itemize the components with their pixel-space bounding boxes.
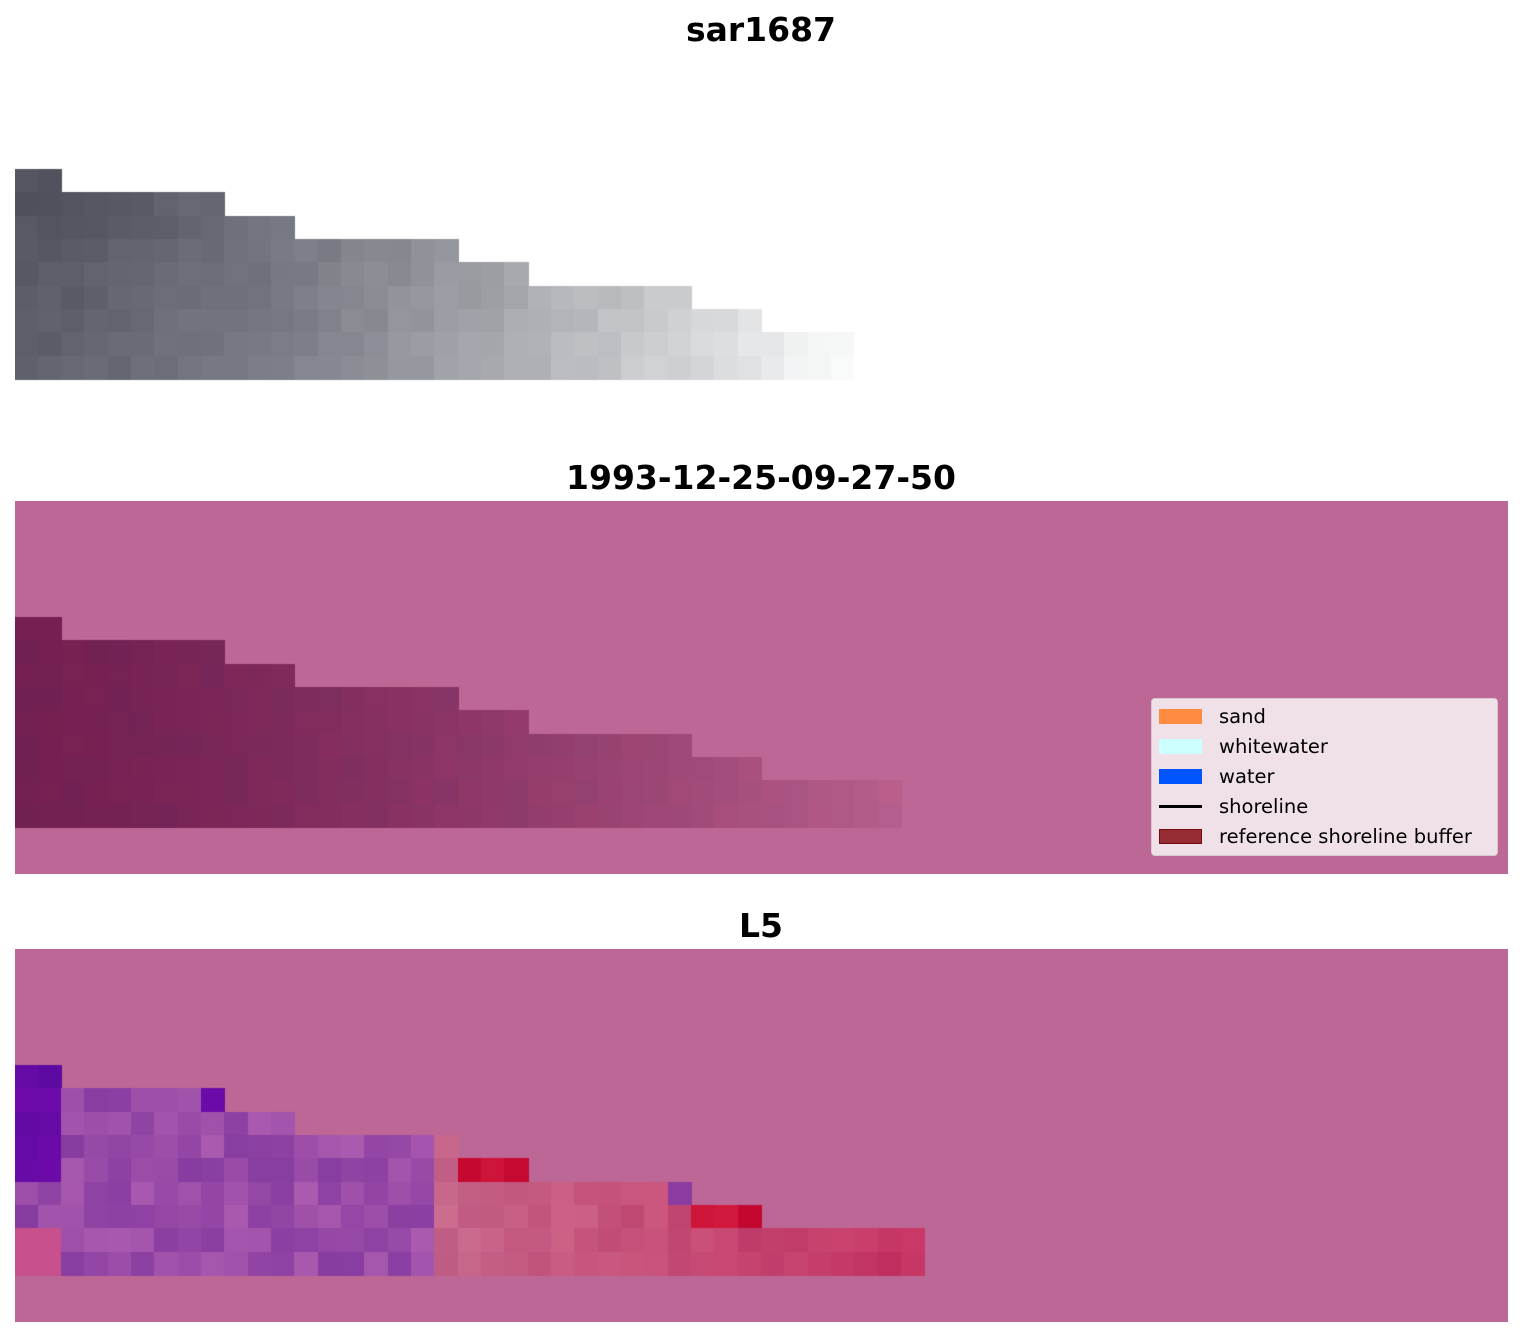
whitewater-swatch-icon — [1159, 738, 1202, 754]
sand-swatch-icon — [1159, 708, 1202, 724]
shoreline-line-icon — [1159, 804, 1202, 808]
legend-label: water — [1219, 764, 1275, 788]
legend-item-shoreline: shoreline — [1159, 793, 1308, 819]
l5-image — [15, 949, 1508, 1322]
sar-image — [15, 53, 1508, 426]
legend-item-sand: sand — [1159, 703, 1266, 729]
legend-item-whitewater: whitewater — [1159, 733, 1328, 759]
legend-label: reference shoreline buffer — [1219, 824, 1472, 848]
buffer-swatch-icon — [1159, 828, 1202, 844]
water-swatch-icon — [1159, 768, 1202, 784]
panel-title-satellite: L5 — [739, 906, 783, 945]
panel-title-sar: sar1687 — [685, 10, 837, 49]
legend-label: shoreline — [1219, 794, 1309, 818]
l5-image-panel — [15, 949, 1508, 1322]
sar-image-panel — [15, 53, 1508, 426]
panel-title-date: 1993-12-25-09-27-50 — [566, 458, 956, 497]
legend: sand whitewater water shoreline referenc… — [1151, 698, 1498, 856]
legend-item-water: water — [1159, 763, 1275, 789]
legend-label: sand — [1219, 704, 1266, 728]
legend-label: whitewater — [1219, 734, 1328, 758]
legend-item-reference-buffer: reference shoreline buffer — [1159, 823, 1472, 849]
